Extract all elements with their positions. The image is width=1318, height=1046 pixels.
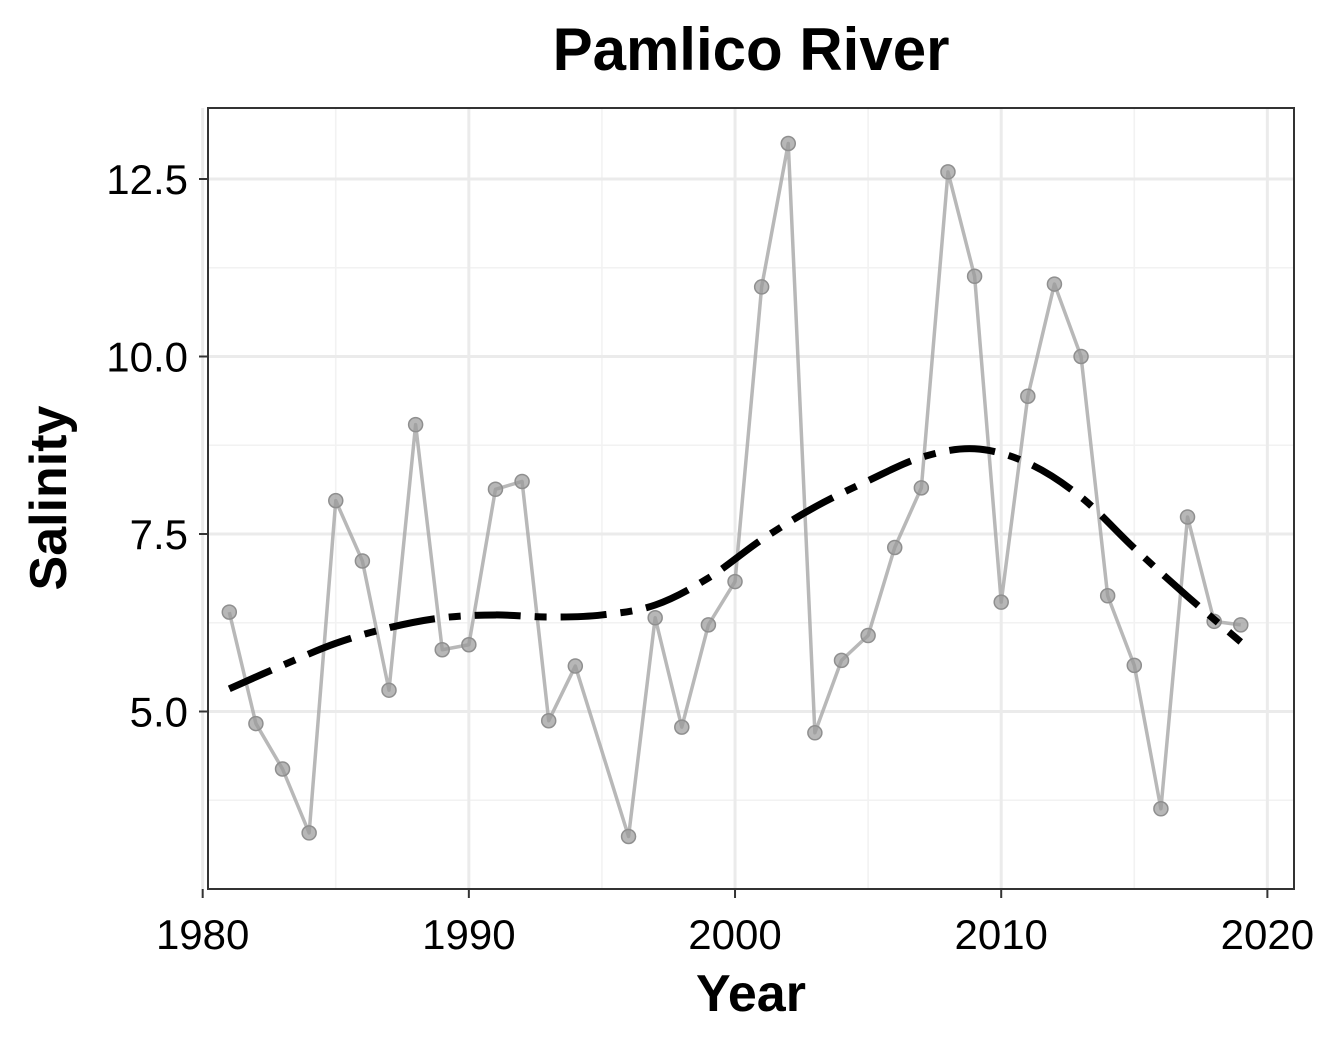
salinity-data-point — [780, 135, 797, 152]
y-axis-title: Salinity — [20, 405, 78, 590]
salinity-data-point — [540, 712, 557, 729]
salinity-data-point — [248, 715, 264, 732]
salinity-data-point — [1179, 509, 1196, 525]
salinity-data-point — [1153, 801, 1169, 817]
salinity-data-point — [1073, 348, 1089, 365]
x-tick-label: 2020 — [1221, 911, 1314, 958]
chart-title: Pamlico River — [553, 16, 950, 83]
salinity-data-point — [966, 268, 983, 285]
salinity-data-point — [727, 573, 743, 590]
salinity-data-point — [354, 553, 371, 569]
salinity-data-point — [221, 604, 238, 620]
panel-border — [207, 107, 1295, 890]
salinity-data-point — [514, 473, 530, 490]
salinity-data-point — [328, 492, 344, 509]
salinity-data-point — [913, 480, 930, 496]
salinity-data-point — [461, 637, 477, 653]
salinity-data-point — [407, 416, 424, 433]
y-tick-label: 5.0 — [130, 689, 188, 736]
salinity-data-point — [940, 164, 956, 180]
salinity-data-point — [1046, 276, 1063, 292]
salinity-data-point — [886, 539, 903, 556]
series-layer — [221, 135, 1249, 845]
x-tick-label: 2000 — [688, 911, 781, 958]
salinity-data-point — [381, 682, 397, 698]
salinity-data-point — [647, 610, 663, 626]
salinity-series-line — [227, 141, 1241, 839]
salinity-data-point — [487, 481, 504, 498]
salinity-data-point — [274, 761, 291, 777]
x-axis-title: Year — [696, 965, 806, 1023]
salinity-data-point — [700, 617, 717, 633]
grid-lines — [201, 108, 1294, 889]
salinity-data-point — [993, 594, 1009, 610]
salinity-data-point — [833, 652, 850, 669]
salinity-data-point — [1099, 588, 1116, 604]
salinity-data-point — [674, 719, 690, 735]
y-tick-label: 7.5 — [130, 511, 188, 558]
x-tick-label: 1990 — [422, 911, 515, 958]
x-tick-label: 2010 — [954, 911, 1047, 958]
salinity-data-point — [860, 627, 876, 644]
y-tick-label: 12.5 — [106, 156, 188, 203]
axes: 1980 1990 2000 2010 2020 5.0 7.5 10.0 12.5 — [106, 156, 1314, 958]
salinity-data-point — [1233, 617, 1249, 633]
salinity-data-point — [1126, 657, 1143, 674]
salinity-data-point — [753, 279, 770, 295]
salinity-data-point — [1020, 388, 1036, 405]
salinity-data-point — [567, 658, 584, 674]
trend-dashed-line — [227, 445, 1244, 692]
salinity-data-point — [620, 828, 637, 845]
salinity-data-point — [301, 825, 317, 841]
salinity-data-point — [434, 641, 450, 658]
x-tick-label: 1980 — [156, 911, 249, 958]
y-tick-label: 10.0 — [106, 334, 188, 381]
salinity-data-point — [807, 725, 823, 741]
